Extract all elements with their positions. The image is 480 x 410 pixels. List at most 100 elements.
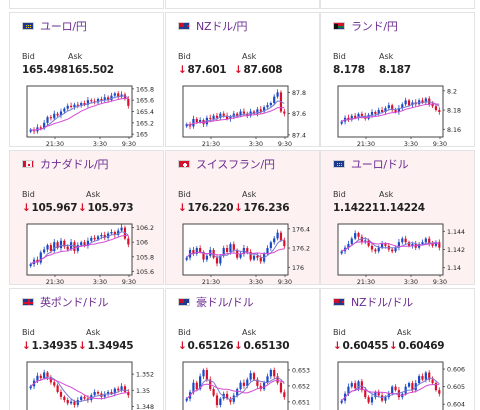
y-tick-label: 176.4 xyxy=(292,226,310,233)
candle-body xyxy=(49,377,52,383)
candle-body xyxy=(276,232,279,239)
candle-body xyxy=(113,93,116,96)
candle-body xyxy=(192,249,195,254)
currency-card[interactable]: ユーロ/ドル Bid Ask 1.14221 1.14224 1.144 1.142 1.14… xyxy=(320,150,475,285)
bid-value: 1.14221 xyxy=(333,202,379,214)
x-tick-label: 21:30 xyxy=(357,279,375,285)
candle-body xyxy=(283,111,286,114)
bid-label: Bid xyxy=(178,190,191,199)
candle-body xyxy=(225,115,229,119)
currency-card[interactable]: カナダドル/円 Bid Ask ↓105.967 ↓105.973 106.2 106 105… xyxy=(9,150,164,285)
currency-pair-link[interactable]: ユーロ/円 xyxy=(40,20,87,33)
x-tick-label: 3:30 xyxy=(249,279,263,285)
candle-body xyxy=(107,233,110,238)
candle-body xyxy=(269,103,272,106)
currency-card[interactable]: ユーロ/円 Bid Ask 165.498 165.502 165.8 165.6 165.4… xyxy=(9,12,164,147)
candle-body xyxy=(370,245,374,250)
candle-body xyxy=(340,251,343,254)
candle-body xyxy=(195,248,198,254)
currency-card[interactable]: NZドル/ドル Bid Ask ↓0.60455 ↓0.60469 0.606 0.605 0… xyxy=(320,288,475,410)
moving-average-long xyxy=(30,234,129,265)
candle-body xyxy=(117,230,120,235)
candle-body xyxy=(113,388,116,394)
moving-average-long xyxy=(341,241,440,252)
currency-pair-link[interactable]: NZドル/ドル xyxy=(351,296,414,309)
x-tick-label: 3:30 xyxy=(249,141,263,147)
chart-area[interactable]: 87.8 87.6 87.4 21:30 3:30 9:30 xyxy=(166,78,319,147)
card-header[interactable]: ランド/円 xyxy=(333,19,398,33)
moving-average-long xyxy=(186,379,285,400)
card-header[interactable]: NZドル/円 xyxy=(178,19,247,33)
y-tick-label: 105.6 xyxy=(136,269,154,276)
candle-body xyxy=(110,391,113,394)
candle-body xyxy=(86,100,90,105)
candle-body xyxy=(185,257,188,260)
candle-body xyxy=(76,104,79,106)
bid-value: ↓87.601 xyxy=(178,64,227,76)
y-tick-label: 1.352 xyxy=(136,372,154,379)
card-header[interactable]: 豪ドル/ドル xyxy=(178,295,254,309)
chart-area[interactable]: 106.2 106 105.8 105.6 21:30 3:30 9:30 xyxy=(10,216,163,285)
candle-body xyxy=(350,238,353,245)
card-header[interactable]: ユーロ/円 xyxy=(22,19,87,33)
y-tick-label: 0.653 xyxy=(292,367,310,374)
y-tick-label: 0.652 xyxy=(292,383,310,390)
currency-card[interactable]: 豪ドル/ドル Bid Ask ↓0.65126 ↓0.65130 0.653 0.652 0.… xyxy=(165,288,320,410)
chart-area[interactable]: 1.144 1.142 1.14 21:30 3:30 9:30 xyxy=(321,216,474,285)
card-header[interactable]: ユーロ/ドル xyxy=(333,157,409,171)
plot-frame xyxy=(182,361,289,410)
candle-body xyxy=(394,110,397,112)
flag-icon xyxy=(333,160,345,168)
currency-pair-link[interactable]: ユーロ/ドル xyxy=(351,158,409,171)
y-tick-label: 1.14 xyxy=(447,265,461,272)
candle-body xyxy=(93,391,96,396)
candle-body xyxy=(434,383,438,391)
y-tick-label: 0.605 xyxy=(447,384,465,391)
candle-body xyxy=(347,244,350,248)
flag-icon xyxy=(178,22,190,30)
candle-body xyxy=(80,103,83,106)
x-tick-label: 3:30 xyxy=(93,279,107,285)
currency-card[interactable]: ランド/円 Bid Ask 8.178 8.187 8.2 8.18 8.16 21:30 3:3… xyxy=(320,12,475,147)
candle-body xyxy=(340,121,343,124)
candle-body xyxy=(424,98,427,103)
chart-area[interactable]: 165.8 165.6 165.4 165.2 165 21:30 3:30 9:30 xyxy=(10,78,163,146)
chart-area[interactable]: 176.4 176.2 176 21:30 3:30 9:30 xyxy=(166,216,319,285)
candle-body xyxy=(350,383,353,387)
candle-body xyxy=(401,104,404,109)
candle-body xyxy=(370,397,374,403)
currency-pair-link[interactable]: ランド/円 xyxy=(351,20,398,33)
currency-pair-link[interactable]: 英ポンド/ドル xyxy=(40,296,109,309)
currency-pair-link[interactable]: 豪ドル/ドル xyxy=(196,296,254,309)
currency-card[interactable]: スイスフラン/円 Bid Ask ↓176.220 ↓176.236 176.4 176.2… xyxy=(165,150,320,285)
candle-body xyxy=(195,382,198,390)
card-header[interactable]: 英ポンド/ドル xyxy=(22,295,109,309)
candle-body xyxy=(127,238,130,245)
x-tick-label: 9:30 xyxy=(122,279,136,285)
candle-body xyxy=(279,232,283,241)
x-tick-label: 9:30 xyxy=(433,141,447,147)
currency-card[interactable]: 英ポンド/ドル Bid Ask ↓1.34935 ↓1.34945 1.352 1.35 1.… xyxy=(9,288,164,410)
candle-body xyxy=(246,379,249,386)
currency-pair-link[interactable]: カナダドル/円 xyxy=(40,158,109,171)
currency-pair-link[interactable]: スイスフラン/円 xyxy=(196,158,275,171)
candle-body xyxy=(120,227,123,231)
card-header[interactable]: NZドル/ドル xyxy=(333,295,413,309)
candle-body xyxy=(438,390,441,394)
currency-card[interactable]: NZドル/円 Bid Ask ↓87.601 ↓87.608 87.8 87.6 87.4 21… xyxy=(165,12,320,147)
card-header[interactable]: カナダドル/円 xyxy=(22,157,109,171)
candle-body xyxy=(232,244,235,250)
y-tick-label: 8.16 xyxy=(447,127,461,134)
chart-area[interactable]: 8.2 8.18 8.16 21:30 3:30 9:30 xyxy=(321,78,474,147)
candle-body xyxy=(59,240,63,249)
candle-body xyxy=(421,242,424,245)
down-arrow-icon: ↓ xyxy=(234,64,243,76)
currency-pair-link[interactable]: NZドル/円 xyxy=(196,20,248,33)
candle-body xyxy=(202,369,205,377)
card-header[interactable]: スイスフラン/円 xyxy=(178,157,275,171)
candle-body xyxy=(73,401,76,405)
